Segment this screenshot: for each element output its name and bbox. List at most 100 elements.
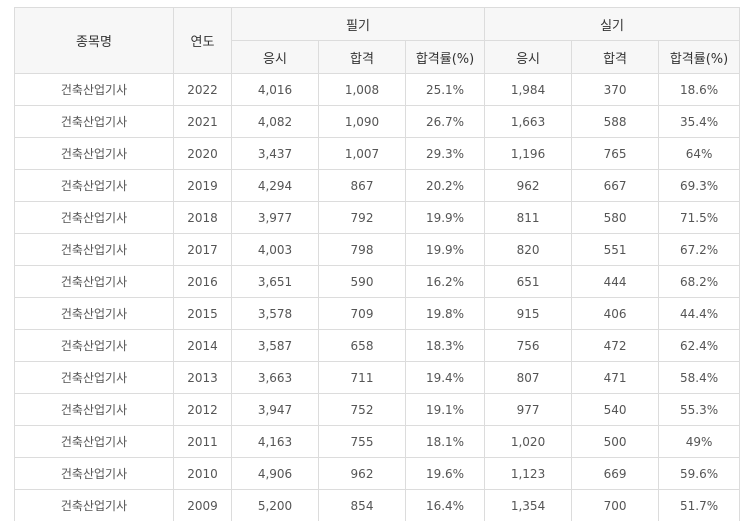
table-row: 건축산업기사 2022 4,016 1,008 25.1% 1,984 370 18.6%: [14, 73, 741, 106]
cell-practical-passed: 667: [571, 169, 660, 202]
table-row: 건축산업기사 2020 3,437 1,007 29.3% 1,196 765 64%: [14, 137, 741, 170]
cell-practical-passed: 444: [571, 265, 660, 298]
cell-written-applicants: 5,200: [231, 489, 319, 521]
cell-written-passed: 658: [318, 329, 406, 362]
cell-subject: 건축산업기사: [14, 105, 174, 138]
cell-practical-pass-rate: 68.2%: [658, 265, 741, 298]
cell-written-pass-rate: 18.3%: [404, 329, 486, 362]
cell-written-applicants: 3,578: [231, 297, 319, 330]
cell-written-applicants: 4,163: [231, 425, 319, 458]
cell-practical-passed: 471: [571, 361, 660, 394]
cell-subject: 건축산업기사: [14, 201, 174, 234]
cell-subject: 건축산업기사: [14, 265, 174, 298]
cell-subject: 건축산업기사: [14, 73, 174, 106]
cell-written-applicants: 3,977: [231, 201, 319, 234]
table-row: 건축산업기사 2021 4,082 1,090 26.7% 1,663 588 35.4%: [14, 105, 741, 138]
cell-written-passed: 711: [318, 361, 406, 394]
cell-written-passed: 1,007: [318, 137, 406, 170]
header-row-2: 응시 합격 합격률(%) 응시 합격 합격률(%): [15, 40, 741, 74]
cell-written-applicants: 4,003: [231, 233, 319, 266]
table-row: 건축산업기사 2014 3,587 658 18.3% 756 472 62.4%: [14, 329, 741, 362]
cell-practical-applicants: 811: [484, 201, 573, 234]
cell-practical-applicants: 1,984: [484, 73, 573, 106]
table-row: 건축산업기사 2011 4,163 755 18.1% 1,020 500 49%: [14, 425, 741, 458]
table-row: 건축산업기사 2019 4,294 867 20.2% 962 667 69.3%: [14, 169, 741, 202]
cell-written-pass-rate: 19.6%: [404, 457, 486, 490]
col-header-written-passed: 합격: [318, 40, 406, 74]
cell-written-passed: 798: [318, 233, 406, 266]
cell-year: 2020: [173, 137, 232, 170]
cell-practical-pass-rate: 69.3%: [658, 169, 741, 202]
cell-practical-applicants: 820: [484, 233, 573, 266]
cell-practical-applicants: 807: [484, 361, 573, 394]
cell-practical-passed: 406: [571, 297, 660, 330]
cell-practical-passed: 765: [571, 137, 660, 170]
cell-year: 2009: [173, 489, 232, 521]
cell-written-passed: 854: [318, 489, 406, 521]
cell-written-applicants: 4,016: [231, 73, 319, 106]
cell-practical-applicants: 962: [484, 169, 573, 202]
cell-year: 2013: [173, 361, 232, 394]
col-header-practical-passed: 합격: [571, 40, 660, 74]
cell-subject: 건축산업기사: [14, 457, 174, 490]
cell-subject: 건축산업기사: [14, 489, 174, 521]
col-header-written-pass-rate: 합격률(%): [404, 40, 486, 74]
exam-stats-table: 종목명 연도 필기 실기 응시 합격 합격률(%) 응시 합격 합격률(%) 건…: [14, 7, 741, 521]
table-row: 건축산업기사 2017 4,003 798 19.9% 820 551 67.2%: [14, 233, 741, 266]
cell-written-applicants: 3,651: [231, 265, 319, 298]
cell-written-applicants: 3,587: [231, 329, 319, 362]
col-group-written: 필기: [230, 7, 486, 41]
cell-year: 2016: [173, 265, 232, 298]
cell-practical-passed: 551: [571, 233, 660, 266]
table-row: 건축산업기사 2012 3,947 752 19.1% 977 540 55.3%: [14, 393, 741, 426]
cell-year: 2022: [173, 73, 232, 106]
cell-written-passed: 755: [318, 425, 406, 458]
cell-subject: 건축산업기사: [14, 361, 174, 394]
cell-written-applicants: 4,082: [231, 105, 319, 138]
cell-practical-passed: 370: [571, 73, 660, 106]
cell-practical-pass-rate: 44.4%: [658, 297, 741, 330]
cell-subject: 건축산업기사: [14, 425, 174, 458]
cell-written-pass-rate: 19.9%: [404, 233, 486, 266]
cell-practical-passed: 580: [571, 201, 660, 234]
table-row: 건축산업기사 2010 4,906 962 19.6% 1,123 669 59.6%: [14, 457, 741, 490]
table-body: 건축산업기사 2022 4,016 1,008 25.1% 1,984 370 18.6% 건축…: [14, 73, 741, 521]
table-row: 건축산업기사 2013 3,663 711 19.4% 807 471 58.4%: [14, 361, 741, 394]
cell-written-passed: 709: [318, 297, 406, 330]
cell-practical-pass-rate: 49%: [658, 425, 741, 458]
table-row: 건축산업기사 2016 3,651 590 16.2% 651 444 68.2%: [14, 265, 741, 298]
col-header-practical-applicants: 응시: [484, 40, 573, 74]
cell-practical-applicants: 1,663: [484, 105, 573, 138]
cell-subject: 건축산업기사: [14, 329, 174, 362]
cell-written-pass-rate: 19.4%: [404, 361, 486, 394]
cell-practical-passed: 700: [571, 489, 660, 521]
cell-practical-pass-rate: 62.4%: [658, 329, 741, 362]
cell-year: 2011: [173, 425, 232, 458]
cell-written-pass-rate: 18.1%: [404, 425, 486, 458]
cell-written-passed: 1,090: [318, 105, 406, 138]
cell-written-pass-rate: 16.2%: [404, 265, 486, 298]
cell-year: 2012: [173, 393, 232, 426]
col-header-year: 연도: [173, 7, 232, 74]
cell-practical-pass-rate: 58.4%: [658, 361, 741, 394]
cell-subject: 건축산업기사: [14, 233, 174, 266]
cell-year: 2019: [173, 169, 232, 202]
cell-practical-applicants: 1,020: [484, 425, 573, 458]
cell-written-applicants: 3,947: [231, 393, 319, 426]
cell-written-applicants: 4,906: [231, 457, 319, 490]
cell-written-pass-rate: 16.4%: [404, 489, 486, 521]
cell-year: 2017: [173, 233, 232, 266]
cell-practical-passed: 472: [571, 329, 660, 362]
cell-practical-pass-rate: 67.2%: [658, 233, 741, 266]
cell-written-applicants: 4,294: [231, 169, 319, 202]
cell-written-passed: 1,008: [318, 73, 406, 106]
col-group-practical: 실기: [484, 7, 741, 41]
cell-written-applicants: 3,437: [231, 137, 319, 170]
col-header-subject: 종목명: [14, 7, 174, 74]
cell-written-pass-rate: 19.9%: [404, 201, 486, 234]
cell-practical-applicants: 756: [484, 329, 573, 362]
cell-subject: 건축산업기사: [14, 169, 174, 202]
col-header-written-applicants: 응시: [231, 40, 319, 74]
cell-year: 2015: [173, 297, 232, 330]
cell-practical-passed: 588: [571, 105, 660, 138]
